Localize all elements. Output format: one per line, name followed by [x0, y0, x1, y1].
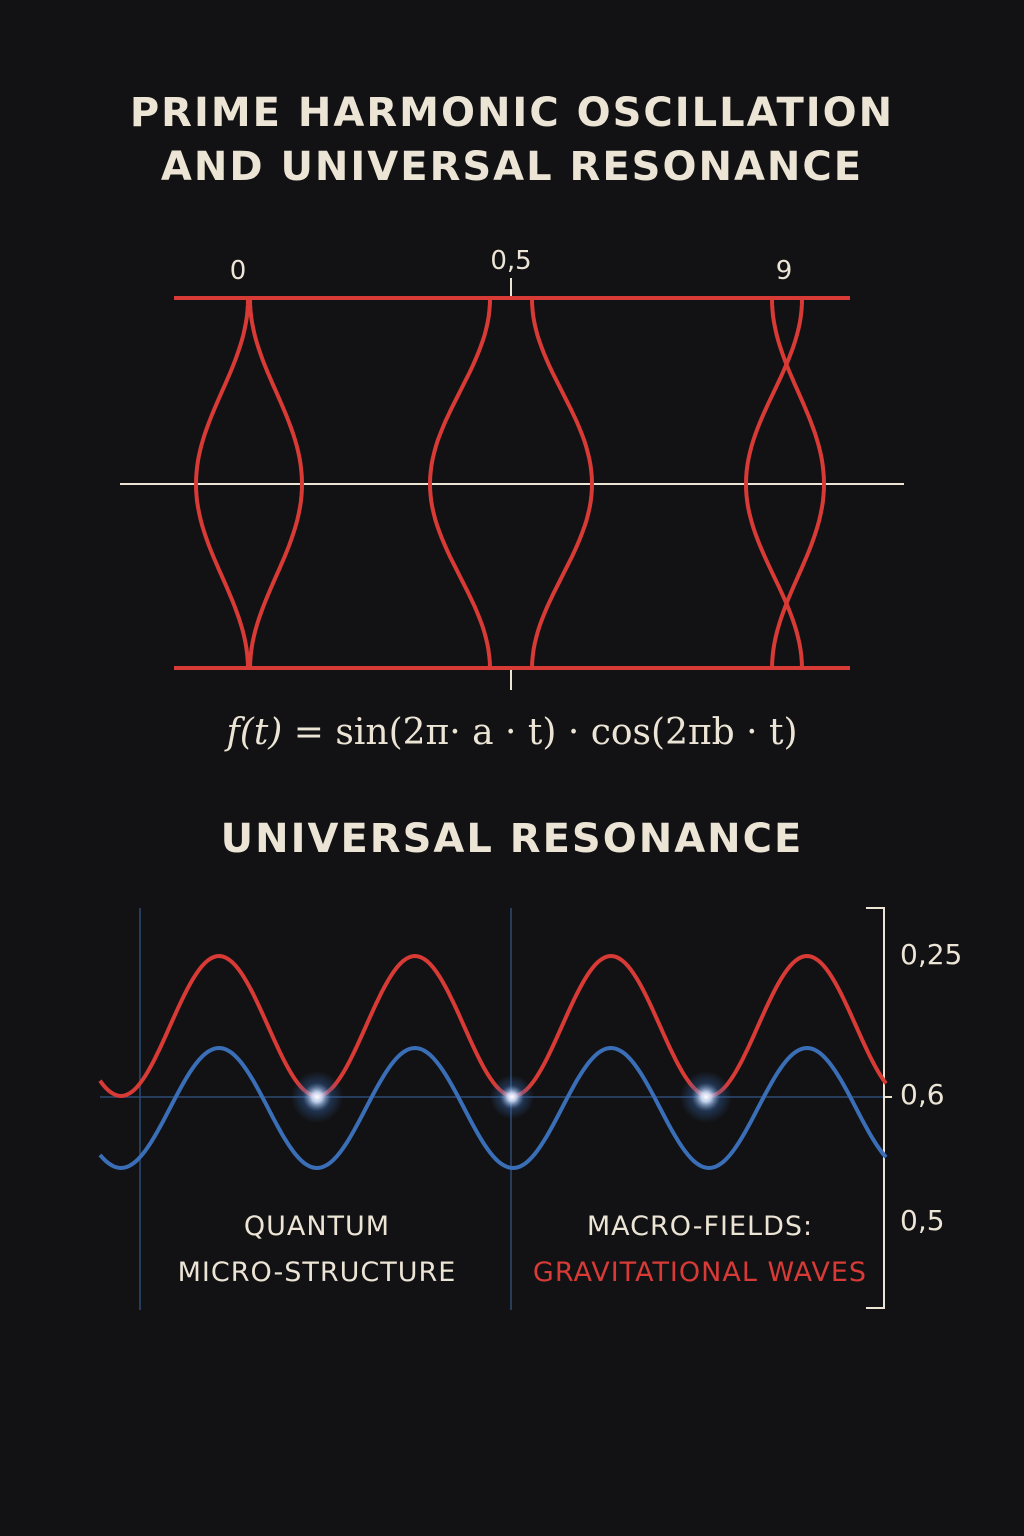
tick-label-0: 0	[229, 256, 247, 286]
right-bracket	[866, 907, 885, 1309]
oscillation-curve	[530, 297, 594, 669]
axis-label-top: 0,25	[900, 938, 963, 971]
formula: f(t) = sin(2π· a · t) · cos(2πb · t)	[0, 712, 1024, 753]
axis-label-mid: 0,6	[900, 1078, 945, 1111]
glow-point	[490, 1075, 534, 1119]
caption-right-line-2: GRAVITATIONAL WAVES	[532, 1257, 868, 1288]
formula-function: f(t)	[226, 712, 283, 753]
section-title: UNIVERSAL RESONANCE	[220, 816, 804, 862]
oscillation-diagram	[120, 278, 904, 690]
caption-right-line-1: MACRO-FIELDS:	[586, 1211, 814, 1242]
resonance-diagram	[98, 907, 892, 1310]
red-wave	[98, 953, 888, 1099]
caption-right: MACRO-FIELDS: GRAVITATIONAL WAVES	[520, 1204, 880, 1296]
oscillation-curve	[194, 297, 250, 669]
caption-left-line-2: MICRO-STRUCTURE	[177, 1257, 457, 1288]
oscillation-curve	[428, 297, 492, 669]
oscillation-curve	[744, 297, 804, 669]
axis-label-bottom: 0,5	[900, 1204, 945, 1237]
caption-left: QUANTUM MICRO-STRUCTURE	[150, 1204, 484, 1296]
main-title-line-2: AND UNIVERSAL RESONANCE	[160, 144, 864, 190]
glow-point	[680, 1071, 732, 1123]
glow-point	[291, 1071, 343, 1123]
tick-label-mid: 0,5	[490, 246, 532, 276]
formula-expression: = sin(2π· a · t) · cos(2πb · t)	[282, 712, 798, 753]
main-title-line-1: PRIME HARMONIC OSCILLATION	[129, 90, 895, 136]
blue-wave	[98, 1045, 888, 1171]
tick-label-9: 9	[775, 256, 793, 286]
oscillation-curve	[770, 297, 826, 669]
caption-left-line-1: QUANTUM	[243, 1211, 391, 1242]
oscillation-curve	[248, 297, 304, 669]
